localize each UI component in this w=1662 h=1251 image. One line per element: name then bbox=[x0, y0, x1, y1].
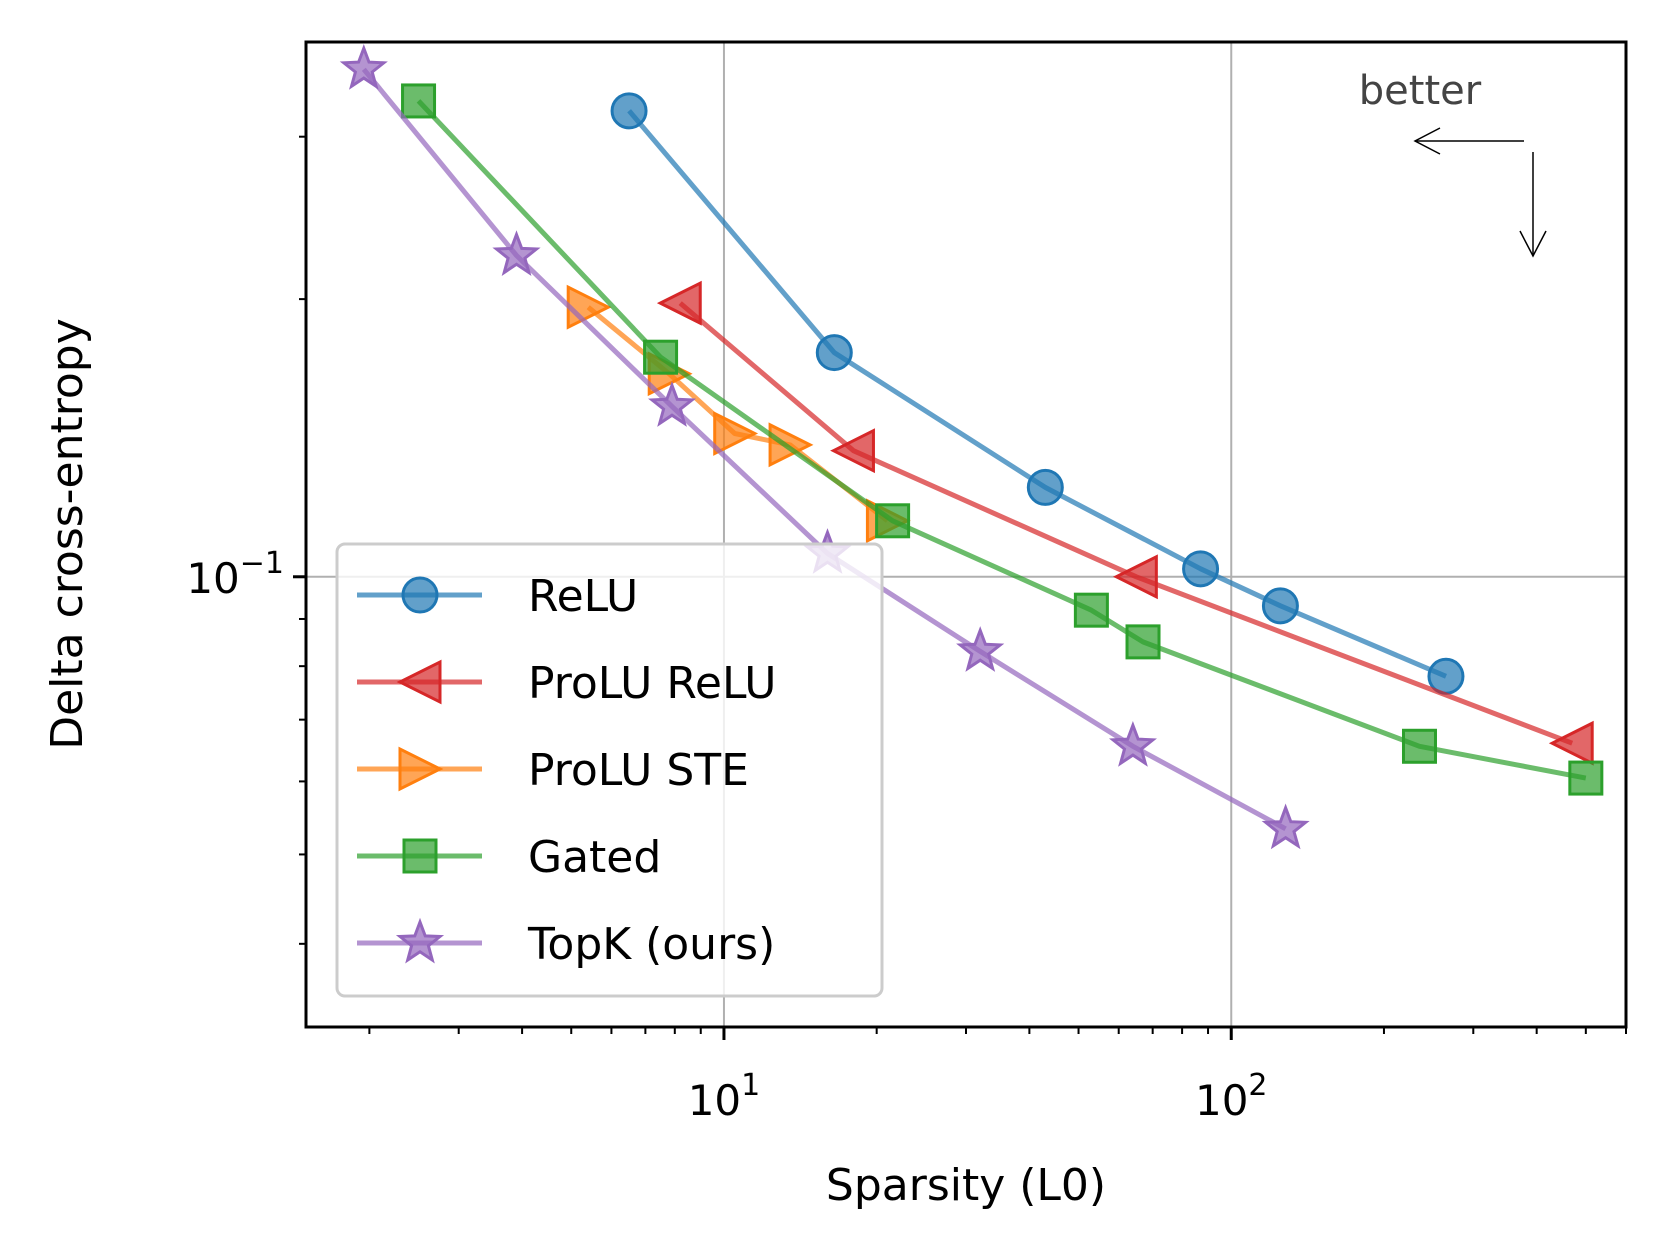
series-0-point-1 bbox=[815, 334, 853, 372]
legend-entries: ReLU ProLU ReLU ProLU STE Gated TopK (ours) bbox=[357, 571, 777, 970]
legend-label-1: ProLU ReLU bbox=[528, 658, 777, 709]
legend-marker-2 bbox=[398, 746, 444, 792]
better-arrow-left-head bbox=[1413, 127, 1441, 155]
legend-label-0: ReLU bbox=[528, 571, 638, 622]
series-0-point-4 bbox=[1261, 587, 1299, 625]
better-label: better bbox=[1359, 68, 1482, 114]
better-arrow-down-head bbox=[1519, 230, 1547, 258]
series-3-point-3 bbox=[1073, 592, 1109, 628]
plot-frame bbox=[304, 40, 1628, 1029]
x-axis-label: Sparsity (L0) bbox=[826, 1160, 1106, 1211]
legend-label-2: ProLU STE bbox=[528, 745, 749, 796]
y-tick-label-0: 10−1 bbox=[186, 546, 284, 603]
legend-entry-4: TopK (ours) bbox=[357, 917, 775, 970]
y-axis-label: Delta cross-entropy bbox=[42, 318, 93, 750]
series-1-point-3 bbox=[1548, 720, 1594, 766]
series-4-point-2 bbox=[648, 381, 697, 427]
series-3-point-0 bbox=[401, 83, 437, 119]
legend-entry-3: Gated bbox=[357, 832, 661, 883]
series-4-point-1 bbox=[492, 230, 541, 276]
legend-entry-2: ProLU STE bbox=[357, 745, 749, 796]
series-1 bbox=[656, 280, 1594, 766]
series-2-point-3 bbox=[768, 422, 814, 468]
series-3-point-6 bbox=[1568, 760, 1604, 796]
series-4-point-0 bbox=[339, 44, 388, 90]
series-0-point-3 bbox=[1182, 550, 1220, 588]
legend-label-3: Gated bbox=[528, 832, 661, 883]
series-4-point-5 bbox=[1108, 721, 1157, 767]
series-0-point-0 bbox=[610, 92, 648, 130]
series-1-point-1 bbox=[830, 428, 875, 474]
series-0 bbox=[610, 92, 1465, 695]
legend-marker-3 bbox=[402, 838, 438, 874]
legend-label-4: TopK (ours) bbox=[527, 919, 775, 970]
series-3-point-1 bbox=[643, 339, 679, 375]
series-2-point-2 bbox=[713, 411, 759, 456]
legend-entry-1: ProLU ReLU bbox=[357, 658, 777, 709]
better-annotation: better bbox=[1359, 68, 1547, 258]
series-line-0 bbox=[627, 109, 1447, 679]
legend-marker-1 bbox=[396, 659, 442, 705]
series-0-point-2 bbox=[1026, 468, 1064, 506]
series-3-point-4 bbox=[1125, 624, 1161, 660]
legend-marker-0 bbox=[401, 576, 439, 614]
series-4-point-4 bbox=[956, 626, 1005, 672]
series-layer bbox=[339, 44, 1604, 850]
series-1-point-2 bbox=[1112, 554, 1158, 600]
series-line-1 bbox=[678, 301, 1574, 746]
series-3 bbox=[401, 83, 1604, 796]
series-3-point-5 bbox=[1401, 728, 1437, 764]
series-3-point-2 bbox=[875, 503, 911, 539]
series-4-point-6 bbox=[1261, 803, 1310, 850]
legend: ReLU ProLU ReLU ProLU STE Gated TopK (ours) bbox=[335, 542, 884, 998]
legend-marker-4 bbox=[395, 917, 445, 964]
legend-entry-0: ReLU bbox=[357, 571, 638, 622]
legend-box bbox=[335, 542, 884, 998]
series-1-point-0 bbox=[656, 280, 702, 326]
